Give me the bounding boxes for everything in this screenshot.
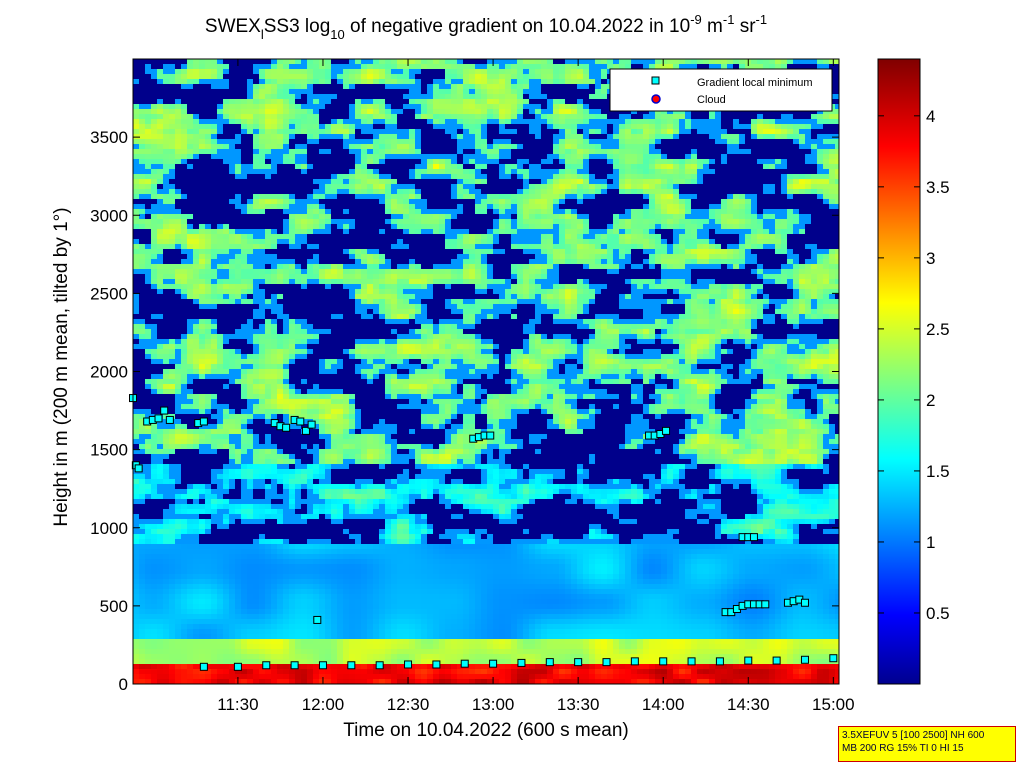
y-axis: 0 500 1000 1500 2000 2500 3000 3500 — [90, 128, 839, 694]
x-tick-label: 11:30 — [217, 695, 258, 714]
gradient-minimum-point — [489, 659, 498, 668]
legend-label-cloud: Cloud — [697, 94, 726, 106]
gradient-minimum-point — [602, 658, 611, 667]
colorbar-tick-label: 2 — [926, 391, 935, 410]
y-tick-label: 1500 — [90, 441, 128, 460]
chart-title: SWEXlSS3 log10 of negative gradient on 1… — [205, 12, 767, 42]
gradient-minimum-point — [318, 661, 327, 670]
legend-box — [609, 68, 833, 112]
heatmap-area — [133, 59, 839, 684]
colorbar-tick-label: 0.5 — [926, 604, 950, 623]
y-tick-label: 500 — [100, 597, 128, 616]
gradient-minimum-point — [296, 417, 305, 426]
y-tick-label: 0 — [119, 675, 128, 694]
annotation-line-2: MB 200 RG 15% TI 0 HI 15 — [842, 743, 964, 754]
x-tick-label: 12:00 — [302, 695, 345, 714]
gradient-minimum-point — [233, 662, 242, 671]
gradient-minimum-point — [659, 657, 668, 666]
gradient-minimum-point — [574, 658, 583, 667]
gradient-minimum-point — [800, 598, 809, 607]
gradient-minimum-point — [290, 661, 299, 670]
colorbar-tick-label: 1 — [926, 533, 935, 552]
y-tick-label: 1000 — [90, 519, 128, 538]
x-tick-label: 12:30 — [387, 695, 430, 714]
x-tick-label: 13:00 — [472, 695, 515, 714]
gradient-minimum-point — [199, 662, 208, 671]
gradient-minimum-point — [313, 615, 322, 624]
x-tick-label: 14:30 — [727, 695, 770, 714]
gradient-minimum-point — [761, 600, 770, 609]
gradient-minimum-markers — [129, 394, 838, 671]
gradient-minimum-point — [134, 464, 143, 473]
gradient-minimum-point — [517, 658, 526, 667]
colorbar-tick-label: 4 — [926, 107, 935, 126]
gradient-minimum-point — [545, 658, 554, 667]
gradient-minimum-point — [199, 417, 208, 426]
gradient-minimum-point — [347, 661, 356, 670]
gradient-minimum-point — [687, 657, 696, 666]
y-tick-label: 2000 — [90, 363, 128, 382]
x-tick-label: 13:30 — [557, 695, 600, 714]
gradient-minimum-point — [772, 656, 781, 665]
gradient-minimum-point — [749, 533, 758, 542]
y-tick-label: 3500 — [90, 128, 128, 147]
gradient-minimum-point — [307, 420, 316, 429]
gradient-minimum-point — [744, 656, 753, 665]
gradient-minimum-point — [160, 406, 169, 415]
gradient-minimum-point — [375, 661, 384, 670]
gradient-minimum-point — [262, 661, 271, 670]
legend: Gradient local minimum Cloud — [609, 68, 833, 112]
legend-marker-gradient-minimum — [651, 76, 660, 85]
colorbar: 0.5 1 1.5 2 2.5 3 3.5 4 — [877, 58, 950, 685]
x-tick-label: 14:00 — [642, 695, 685, 714]
gradient-minimum-point — [829, 654, 838, 663]
x-axis-label: Time on 10.04.2022 (600 s mean) — [343, 720, 629, 741]
y-tick-label: 2500 — [90, 284, 128, 303]
gradient-minimum-point — [282, 423, 291, 432]
gradient-minimum-point — [165, 415, 174, 424]
gradient-minimum-point — [486, 431, 495, 440]
colorbar-gradient — [877, 58, 921, 685]
y-tick-label: 3000 — [90, 206, 128, 225]
colorbar-tick-label: 3.5 — [926, 178, 950, 197]
gradient-minimum-point — [800, 655, 809, 664]
legend-marker-cloud — [651, 94, 661, 104]
settings-annotation: 3.5XEFUV 5 [100 2500] NH 600 MB 200 RG 1… — [838, 726, 1016, 762]
gradient-minimum-point — [715, 657, 724, 666]
legend-label-gradient-minimum: Gradient local minimum — [697, 77, 813, 89]
gradient-minimum-point — [630, 657, 639, 666]
colorbar-tick-label: 3 — [926, 249, 935, 268]
colorbar-tick-label: 1.5 — [926, 462, 950, 481]
x-axis: 11:30 12:00 12:30 13:00 13:30 14:00 14:30 15:00 — [217, 59, 855, 714]
gradient-minimum-point — [662, 426, 671, 435]
gradient-minimum-point — [301, 426, 310, 435]
gradient-minimum-point — [404, 660, 413, 669]
gradient-minimum-point — [154, 414, 163, 423]
x-tick-label: 15:00 — [812, 695, 855, 714]
gradient-minimum-point — [460, 659, 469, 668]
annotation-line-1: 3.5XEFUV 5 [100 2500] NH 600 — [842, 730, 985, 741]
y-axis-label: Height in m (200 m mean, tilted by 1°) — [51, 207, 72, 526]
colorbar-tick-label: 2.5 — [926, 320, 950, 339]
gradient-minimum-point — [432, 660, 441, 669]
